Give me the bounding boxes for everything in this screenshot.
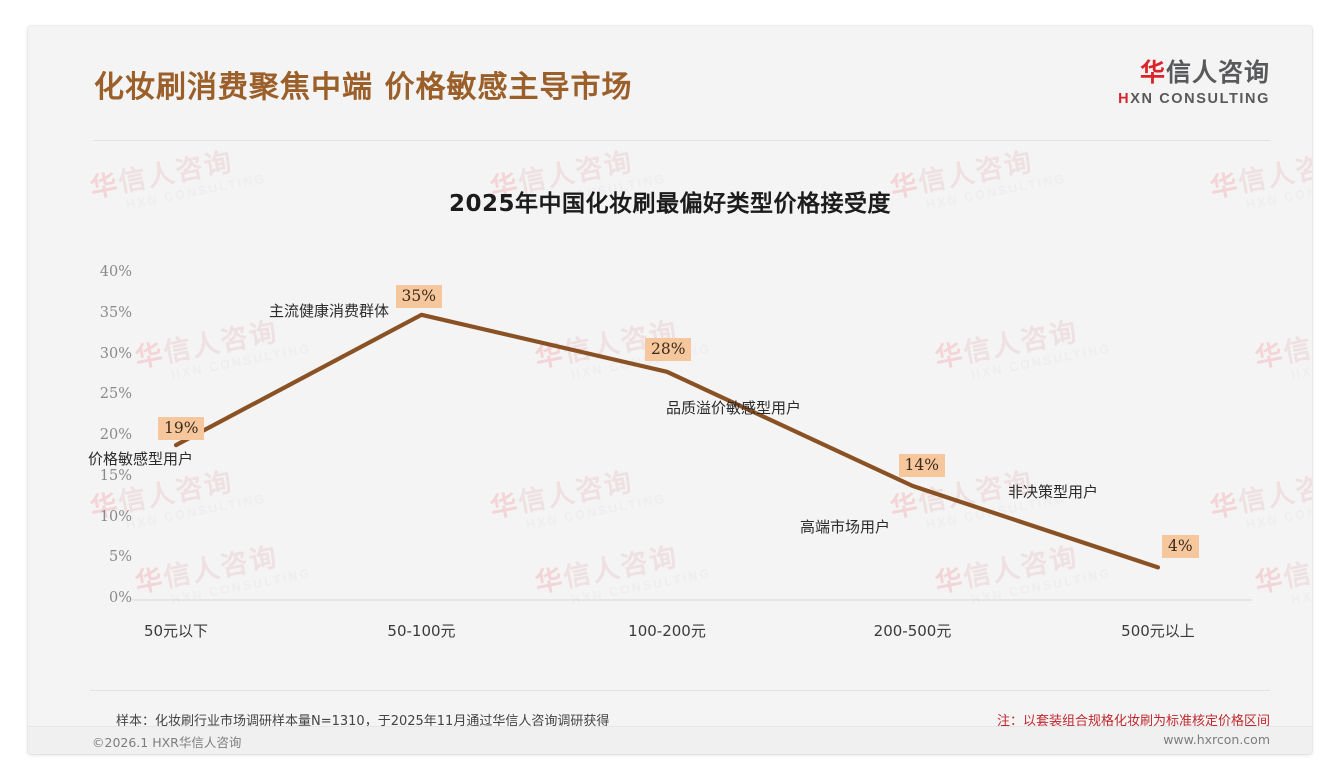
sample-note: 样本：化妆刷行业市场调研样本量N=1310，于2025年11月通过华信人咨询调研…: [116, 714, 610, 729]
data-point-label: 4%: [1162, 535, 1199, 559]
x-axis-tick-label: 50-100元: [387, 622, 456, 640]
y-axis-tick-label: 40%: [99, 264, 132, 280]
series-annotation: 价格敏感型用户: [88, 450, 194, 468]
y-axis-tick-label: 25%: [99, 386, 132, 403]
series-annotation: 品质溢价敏感型用户: [666, 399, 802, 417]
x-axis-tick-label: 50元以下: [143, 622, 209, 640]
series-annotation: 主流健康消费群体: [269, 302, 390, 320]
page-title: 化妆刷消费聚焦中端 价格敏感主导市场: [94, 70, 633, 105]
y-axis-tick-label: 0%: [108, 590, 132, 606]
y-axis-tick-label: 15%: [99, 467, 132, 484]
slide-card: 华信人咨询 HXN CONSULTING 华信人咨询 HXN CONSULTING 华信…: [28, 26, 1312, 754]
data-point-label: 14%: [898, 453, 945, 477]
chart-line-svg: [132, 312, 1252, 601]
y-axis-tick-label: 20%: [99, 427, 132, 443]
footer-divider: [90, 690, 1270, 691]
chart-title: 2025年中国化妆刷最偏好类型价格接受度: [448, 191, 891, 217]
series-annotation: 高端市场用户: [800, 518, 891, 536]
website-text: www.hxrcon.com: [1163, 732, 1270, 747]
copyright-text: ©2026.1 HXR华信人咨询: [92, 735, 242, 750]
y-axis-tick-label: 10%: [99, 508, 132, 525]
y-axis-tick-label: 35%: [99, 304, 132, 321]
y-axis-tick-label: 5%: [108, 549, 132, 566]
data-point-label: 19%: [158, 417, 205, 441]
data-point-label: 35%: [395, 284, 442, 308]
slide-header: 化妆刷消费聚焦中端 价格敏感主导市场 华信人咨询 HXN CONSULTING: [28, 26, 1312, 141]
x-axis-tick-label: 500元以上: [1121, 622, 1195, 640]
methodology-note: 注：以套装组合规格化妆刷为标准核定价格区间: [996, 714, 1270, 729]
brand-logo-cn-rest: 信人咨询: [1165, 58, 1270, 87]
watermark-layer: 华信人咨询 HXN CONSULTING 华信人咨询 HXN CONSULTING 华信…: [28, 26, 1312, 754]
x-axis-tick-label: 100-200元: [628, 622, 706, 640]
brand-logo-en-rest: XN CONSULTING: [1130, 91, 1270, 107]
brand-logo-en: HXN CONSULTING: [1118, 91, 1270, 107]
bottom-bar: [28, 726, 1312, 754]
data-point-label: 28%: [645, 337, 692, 361]
y-axis-tick-label: 30%: [99, 345, 132, 362]
series-annotation: 非决策型用户: [1008, 483, 1099, 501]
brand-logo-en-accent: H: [1118, 91, 1131, 107]
x-axis-tick-label: 200-500元: [873, 622, 952, 640]
brand-logo-cn-accent: 华: [1139, 58, 1166, 87]
brand-logo: 华信人咨询 HXN CONSULTING: [1118, 60, 1270, 107]
brand-logo-cn: 华信人咨询: [1118, 60, 1270, 85]
header-divider: [94, 140, 1270, 141]
